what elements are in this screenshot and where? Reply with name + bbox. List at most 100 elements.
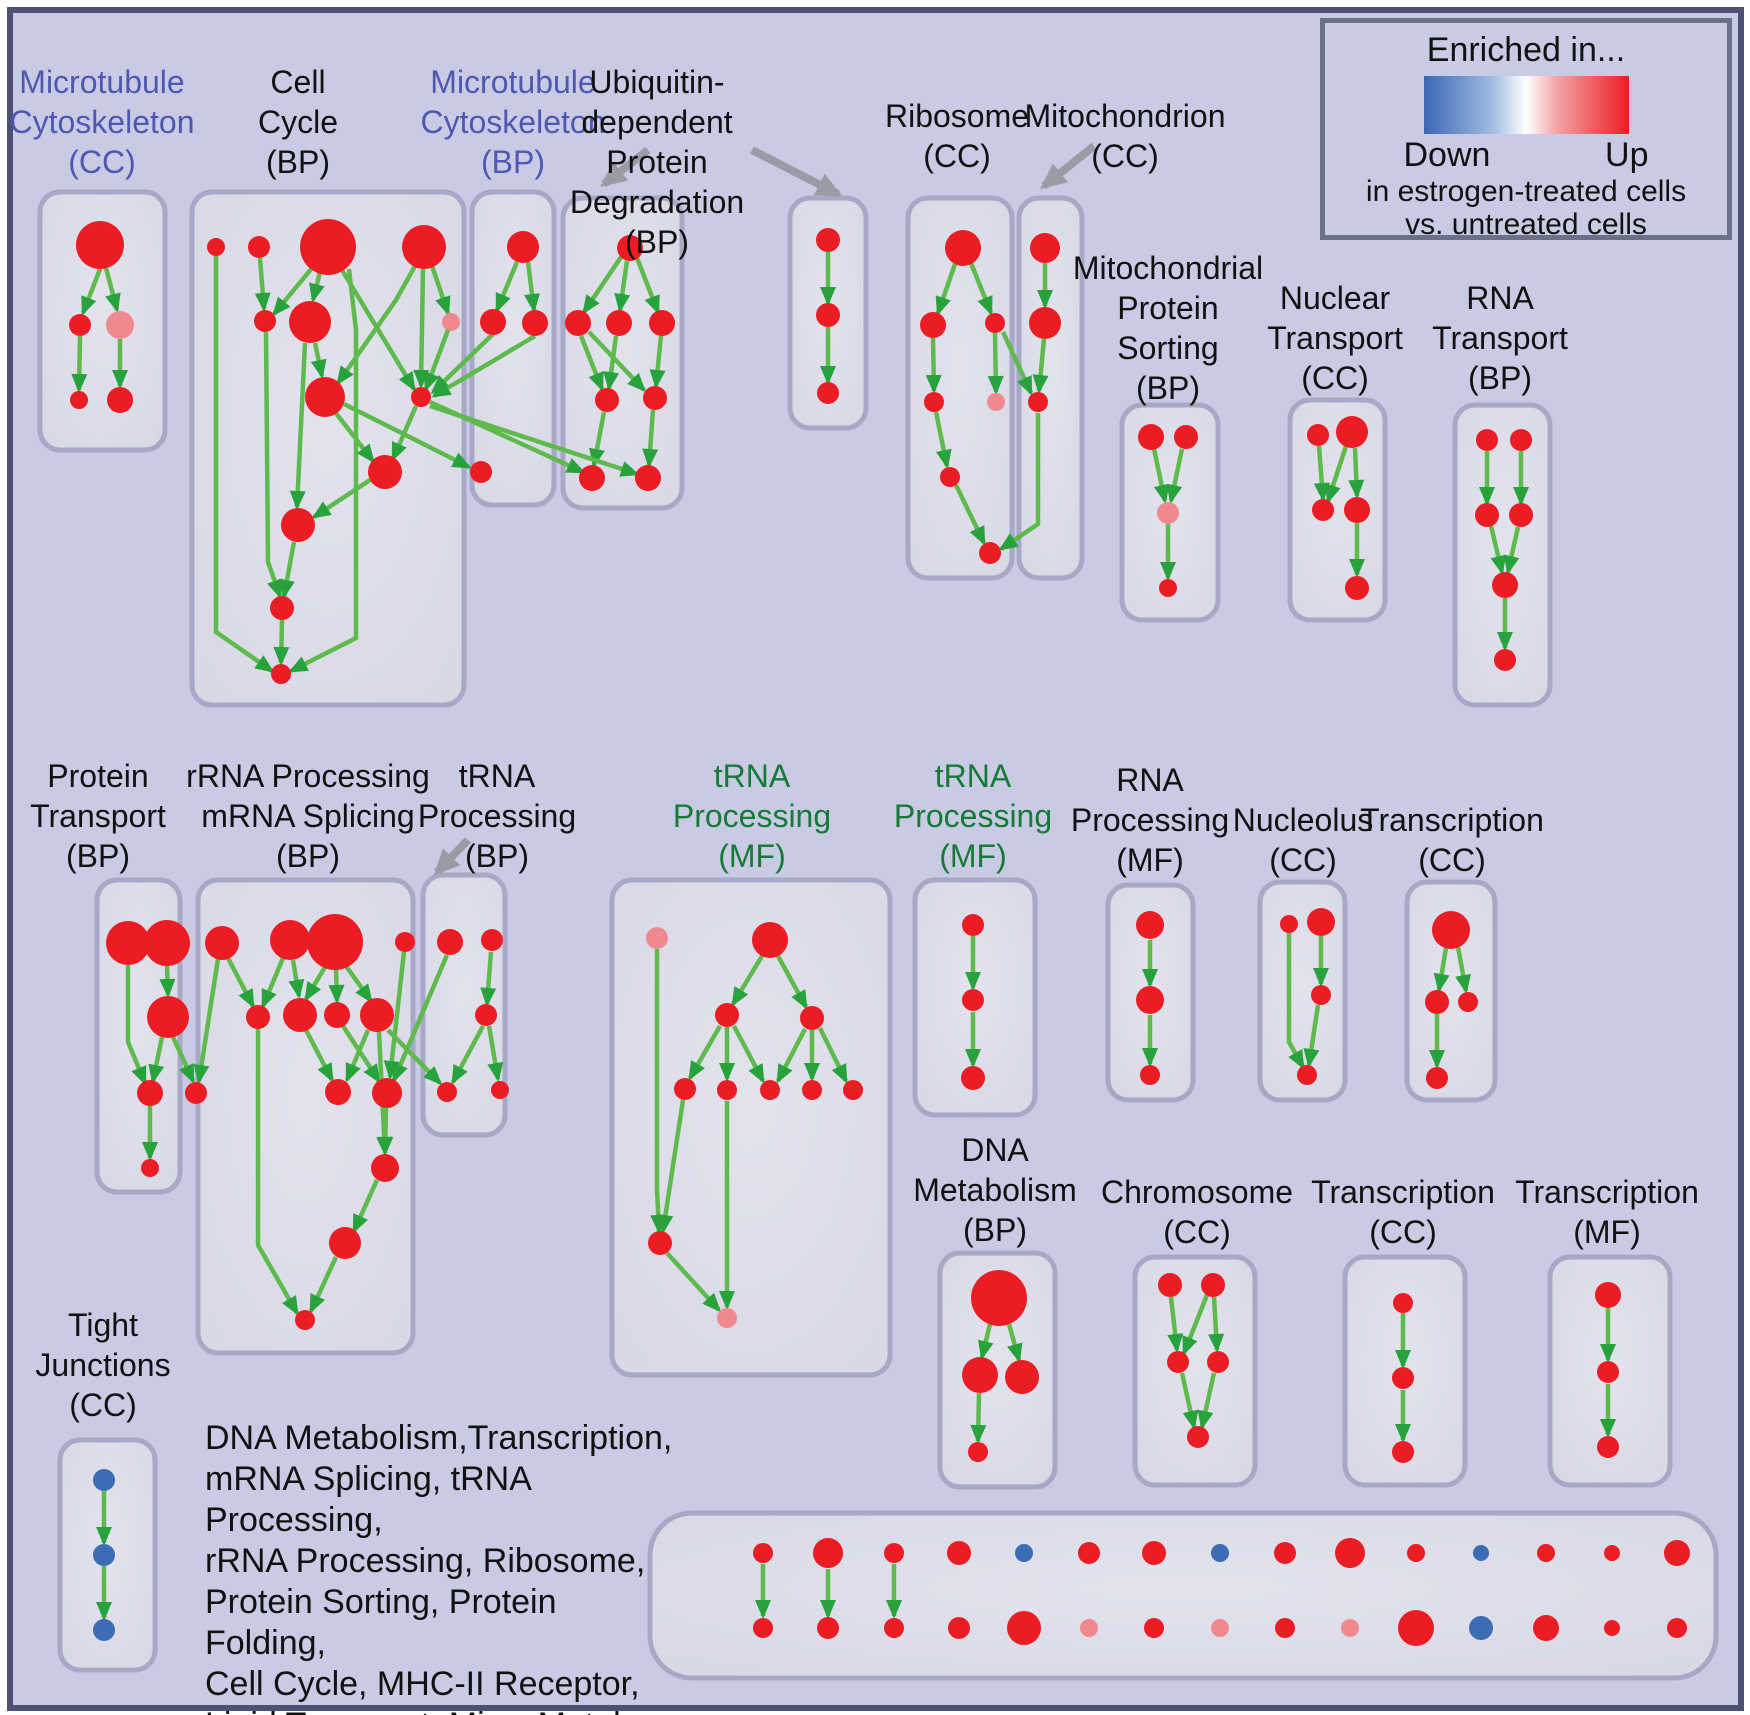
go-term-node — [717, 1080, 737, 1100]
go-term-node — [507, 231, 539, 263]
edge-arrow — [288, 959, 305, 999]
go-term-node — [281, 508, 315, 542]
edge-arrow — [524, 261, 540, 313]
go-term-node — [1475, 503, 1499, 527]
go-term-node — [1597, 1436, 1619, 1458]
edge-arrow — [272, 266, 314, 317]
cluster-label-tight-junctions: Tight Junctions (CC) — [35, 1307, 171, 1423]
cross-cluster-edge-arrow — [998, 413, 1041, 551]
go-term-node — [1398, 1610, 1434, 1646]
legend-subtitle-2: vs. untreated cells — [1405, 208, 1647, 241]
edge-arrow — [125, 965, 148, 1086]
go-term-node — [1174, 425, 1198, 449]
go-term-node — [1494, 649, 1516, 671]
go-term-node — [1005, 1360, 1039, 1394]
go-term-node — [948, 1617, 970, 1639]
go-term-node — [93, 1544, 115, 1566]
go-term-node — [802, 1080, 822, 1100]
edge-arrow — [170, 1036, 196, 1084]
go-term-node — [924, 392, 944, 412]
edge-arrow — [589, 411, 607, 468]
go-term-node — [1015, 1544, 1033, 1562]
go-term-node — [395, 932, 415, 952]
go-term-node — [1392, 1441, 1414, 1463]
legend-subtitle-1: in estrogen-treated cells — [1365, 175, 1687, 208]
go-term-node — [1201, 1273, 1225, 1297]
go-term-node — [987, 393, 1005, 411]
go-term-node — [945, 230, 981, 266]
cluster-label-rna-transport: RNA Transport (BP) — [1432, 280, 1568, 396]
go-term-node — [1510, 429, 1532, 451]
go-term-node — [300, 219, 356, 275]
legend-title: Enriched in... — [1426, 31, 1626, 69]
go-term-node — [93, 1619, 115, 1641]
go-term-node — [270, 596, 294, 620]
edge-arrow — [587, 330, 647, 393]
go-term-node — [254, 310, 276, 332]
edge-arrow — [925, 337, 942, 394]
edge-arrow — [344, 1029, 371, 1083]
cluster-label-mitochondrion: Mitochondrion (CC) — [1024, 98, 1226, 174]
go-term-node — [246, 1005, 270, 1029]
go-term-node — [1345, 576, 1369, 600]
edge-arrow — [1325, 445, 1349, 504]
go-term-node — [305, 377, 345, 417]
go-term-node — [985, 313, 1005, 333]
go-term-node — [1159, 579, 1177, 597]
go-term-node — [1537, 1544, 1555, 1562]
go-term-node — [816, 303, 840, 327]
go-term-node — [372, 1078, 402, 1108]
edge-arrow — [383, 951, 407, 1080]
cluster-box-misc-categories — [647, 1510, 1719, 1681]
go-term-node — [979, 542, 1001, 564]
edge-arrow — [423, 329, 451, 392]
cluster-label-ubiquitin-degradation: Ubiquitin- dependent Protein Degradation… — [569, 64, 745, 260]
go-term-node — [1138, 424, 1164, 450]
cluster-label-transcription-mf: Transcription (MF) — [1515, 1174, 1699, 1250]
edge-arrow — [1166, 448, 1185, 504]
edge-arrow — [731, 954, 764, 1007]
edge-arrow — [413, 268, 430, 389]
go-term-node — [271, 664, 291, 684]
edge-arrow — [310, 342, 327, 379]
go-term-node — [884, 1618, 904, 1638]
go-term-node — [1664, 1540, 1690, 1566]
legend-scale: Down Up — [1404, 136, 1649, 175]
cluster-label-rrna-processing-mrna-splicing: rRNA Processing mRNA Splicing (BP) — [186, 758, 430, 874]
go-term-node — [70, 391, 88, 409]
go-term-node — [884, 1543, 904, 1563]
edge-arrow — [578, 335, 605, 392]
edge-arrow — [344, 964, 373, 1004]
go-term-node — [402, 225, 446, 269]
edge-arrow — [260, 957, 286, 1009]
go-term-node — [940, 467, 960, 487]
cluster-box-ribosome — [905, 195, 1015, 581]
edge-arrow — [1197, 1372, 1217, 1430]
go-term-node — [1604, 1620, 1620, 1636]
cross-cluster-edge-arrow — [429, 403, 640, 477]
edge-arrow — [429, 265, 451, 316]
edge-arrow — [977, 1323, 994, 1360]
go-term-node — [289, 301, 331, 343]
go-term-node — [717, 1308, 737, 1328]
edge-arrow — [1503, 526, 1521, 575]
go-term-node — [1157, 502, 1179, 524]
go-term-node — [325, 1079, 351, 1105]
go-term-node — [1469, 1616, 1493, 1640]
edge-arrow — [614, 260, 631, 313]
go-term-node — [816, 228, 840, 252]
cross-cluster-edge-arrow — [1000, 331, 1034, 396]
go-term-node — [1142, 1541, 1166, 1565]
go-term-node — [481, 929, 503, 951]
go-term-node — [1140, 1065, 1160, 1085]
edge-arrow — [308, 1256, 339, 1314]
edge-arrow — [304, 1028, 334, 1083]
go-term-node — [185, 1082, 207, 1104]
edge-arrow — [1313, 445, 1330, 502]
edge-arrow — [494, 261, 520, 313]
go-term-node — [1336, 416, 1368, 448]
go-term-node — [76, 221, 124, 269]
go-term-node — [411, 387, 431, 407]
go-term-node — [368, 455, 402, 489]
